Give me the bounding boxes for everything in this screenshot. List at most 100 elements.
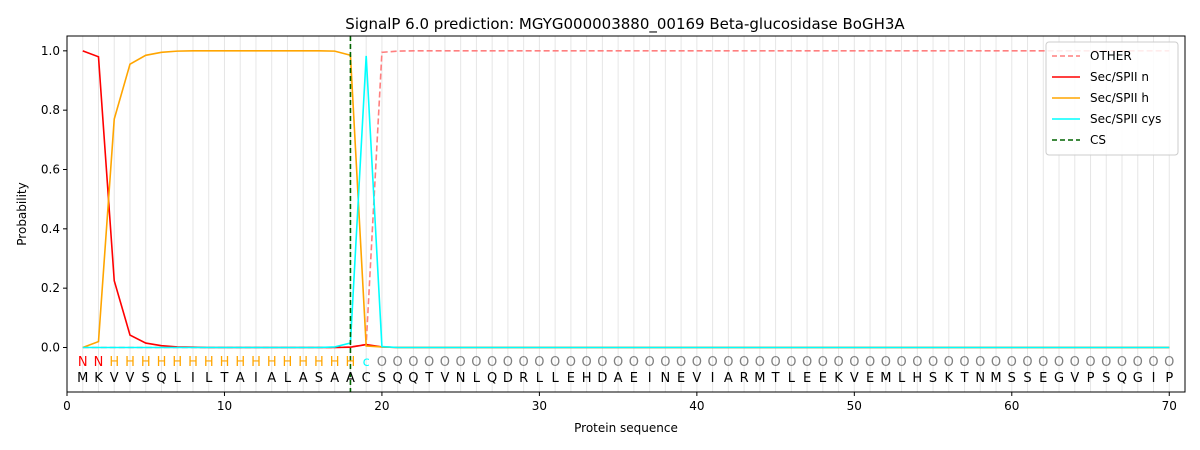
sequence-residue: G <box>1054 371 1064 386</box>
y-tick-label: 1.0 <box>41 44 60 58</box>
sequence-residue: L <box>473 371 481 386</box>
annotation-label: O <box>377 355 387 370</box>
annotation-label: O <box>424 355 434 370</box>
sequence-residue: V <box>850 371 859 386</box>
plot-frame <box>66 35 1186 393</box>
sequence-residue: K <box>945 371 954 386</box>
annotation-label: O <box>1085 355 1095 370</box>
annotation-label: H <box>188 355 198 370</box>
sequence-residue: L <box>898 371 906 386</box>
annotation-label: H <box>330 355 340 370</box>
annotation-label: O <box>912 355 922 370</box>
annotation-label: O <box>975 355 985 370</box>
annotation-label: O <box>519 355 529 370</box>
y-axis-ticks: 0.0 0.2 0.4 0.6 0.8 1.0 <box>41 44 67 355</box>
annotation-label: O <box>1007 355 1017 370</box>
x-axis-ticks: 0 10 20 30 40 50 60 70 <box>63 392 1177 413</box>
sequence-residue: I <box>648 371 652 386</box>
annotation-label: O <box>597 355 607 370</box>
annotation-label: O <box>1070 355 1080 370</box>
sequence-residue: E <box>866 371 874 386</box>
sequence-residue: P <box>1087 371 1095 386</box>
sequence-residue: D <box>503 371 513 386</box>
chart-title: SignalP 6.0 prediction: MGYG000003880_00… <box>345 15 905 34</box>
annotation-label: H <box>220 355 230 370</box>
annotation-label: O <box>928 355 938 370</box>
sequence-residue: Q <box>1117 371 1127 386</box>
sequence-residue: E <box>803 371 811 386</box>
sequence-residue: E <box>630 371 638 386</box>
sequence-residue: L <box>536 371 544 386</box>
annotation-label: O <box>1148 355 1158 370</box>
series-line-3 <box>82 55 1170 349</box>
grid-lines <box>82 36 1170 392</box>
annotation-label: O <box>408 355 418 370</box>
legend: OTHER Sec/SPII n Sec/SPII h Sec/SPII cys CS <box>1045 41 1179 156</box>
annotation-label: O <box>896 355 906 370</box>
annotation-label: O <box>959 355 969 370</box>
sequence-residue: S <box>315 371 323 386</box>
annotation-label: H <box>283 355 293 370</box>
sequence-residue: A <box>267 371 276 386</box>
sequence-residue: H <box>582 371 592 386</box>
annotation-label: O <box>566 355 576 370</box>
annotation-label: H <box>314 355 324 370</box>
annotation-label: O <box>487 355 497 370</box>
annotation-label: H <box>267 355 277 370</box>
sequence-residue: A <box>299 371 308 386</box>
x-tick-label: 60 <box>1004 399 1019 413</box>
sequence-residue: R <box>519 371 528 386</box>
sequence-residue: I <box>191 371 195 386</box>
y-axis-label: Probability <box>15 182 29 245</box>
annotation-label: O <box>723 355 733 370</box>
annotation-label: O <box>1101 355 1111 370</box>
annotation-label: O <box>786 355 796 370</box>
sequence-residue: D <box>597 371 607 386</box>
sequence-residue: N <box>660 371 670 386</box>
sequence-residue: M <box>990 371 1001 386</box>
sequence-residue: I <box>254 371 258 386</box>
sequence-residue: Q <box>487 371 497 386</box>
annotation-label: H <box>141 355 151 370</box>
sequence-residue: L <box>284 371 292 386</box>
x-tick-label: 30 <box>532 399 547 413</box>
annotation-label: O <box>456 355 466 370</box>
sequence-residue: Q <box>393 371 403 386</box>
annotation-label: O <box>393 355 403 370</box>
annotation-label: O <box>755 355 765 370</box>
series-layer <box>82 36 1170 392</box>
sequence-residue: V <box>692 371 701 386</box>
annotation-label: O <box>802 355 812 370</box>
x-tick-label: 20 <box>374 399 389 413</box>
sequence-residue: L <box>174 371 182 386</box>
annotation-label: O <box>991 355 1001 370</box>
sequence-residue: M <box>77 371 88 386</box>
annotation-label: c <box>363 355 370 370</box>
sequence-residue: L <box>205 371 213 386</box>
annotation-label: O <box>1022 355 1032 370</box>
annotation-label: H <box>346 355 356 370</box>
annotation-label: H <box>157 355 167 370</box>
annotation-label: O <box>440 355 450 370</box>
sequence-residue: V <box>440 371 449 386</box>
annotation-label: O <box>613 355 623 370</box>
sequence-residue: T <box>960 371 969 386</box>
sequence-residue: A <box>330 371 339 386</box>
sequence-residue: Q <box>408 371 418 386</box>
series-line-1 <box>82 50 1170 349</box>
sequence-residue: A <box>346 371 355 386</box>
y-tick-label: 0.6 <box>41 163 60 177</box>
annotation-label: O <box>1133 355 1143 370</box>
annotation-label: O <box>707 355 717 370</box>
annotation-label: O <box>865 355 875 370</box>
annotation-label: O <box>770 355 780 370</box>
legend-label: CS <box>1090 133 1106 147</box>
annotation-label: O <box>660 355 670 370</box>
sequence-residue: E <box>1039 371 1047 386</box>
legend-label: Sec/SPII h <box>1090 91 1149 105</box>
sequence-residue: I <box>1152 371 1156 386</box>
sequence-residue: S <box>1023 371 1031 386</box>
annotation-label: O <box>1054 355 1064 370</box>
annotation-label: O <box>944 355 954 370</box>
sequence-residue: Q <box>156 371 166 386</box>
